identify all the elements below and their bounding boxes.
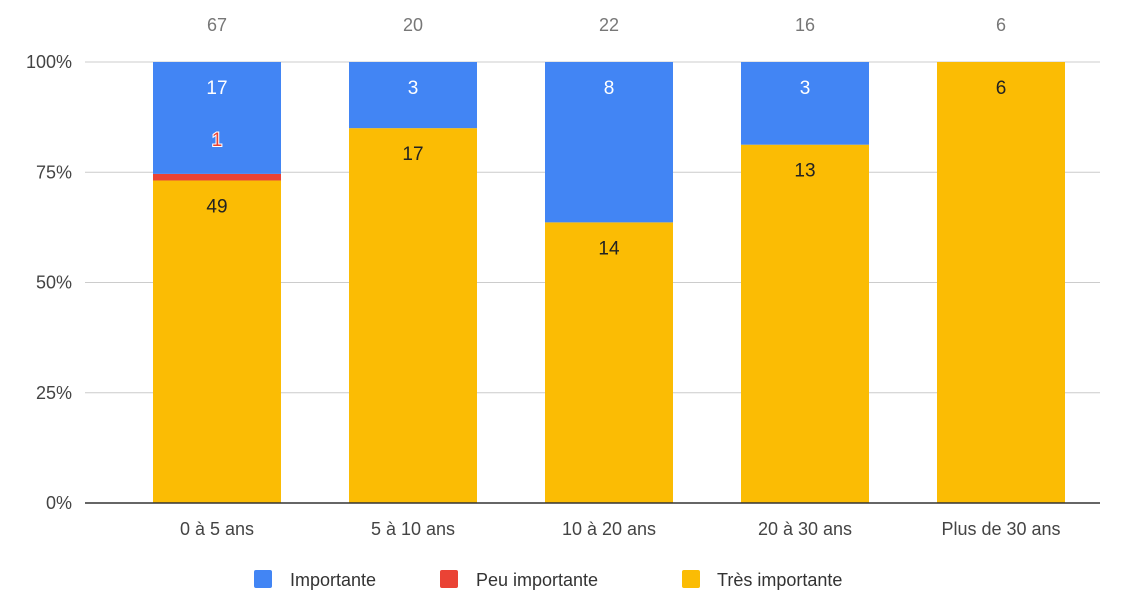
bar-tres-importante-5-a-10-ans <box>349 128 477 503</box>
bar-importante-5-a-10-ans <box>349 62 477 129</box>
y-tick-label: 0% <box>46 493 72 513</box>
bar-importante-0-a-5-ans <box>153 62 281 174</box>
x-tick-label-10-a-20-ans: 10 à 20 ans <box>562 519 656 539</box>
x-tick-label-0-a-5-ans: 0 à 5 ans <box>180 519 254 539</box>
bar-peu-importante-0-a-5-ans <box>153 173 281 181</box>
bar-tres-importante-10-a-20-ans <box>545 222 673 503</box>
legend-label-importante: Importante <box>290 570 376 590</box>
data-label-tres-importante-5-a-10-ans: 17 <box>402 144 423 165</box>
total-label-5-a-10-ans: 20 <box>403 15 423 35</box>
total-label-0-a-5-ans: 67 <box>207 15 227 35</box>
data-label-tres-importante-plus-de-30-ans: 6 <box>996 78 1007 99</box>
bar-importante-20-a-30-ans <box>741 62 869 145</box>
total-label-plus-de-30-ans: 6 <box>996 15 1006 35</box>
y-tick-label: 50% <box>36 273 72 293</box>
bars <box>153 62 1065 504</box>
data-label-importante-10-a-20-ans: 8 <box>604 78 615 99</box>
legend-label-peu-importante: Peu importante <box>476 570 598 590</box>
legend-label-tres-importante: Très importante <box>717 570 842 590</box>
bar-tres-importante-20-a-30-ans <box>741 144 869 503</box>
total-label-20-a-30-ans: 16 <box>795 15 815 35</box>
data-label-importante-20-a-30-ans: 3 <box>800 78 811 99</box>
data-label-importante-0-a-5-ans: 17 <box>206 78 227 99</box>
legend-swatch-tres-importante <box>682 570 700 588</box>
x-tick-label-20-a-30-ans: 20 à 30 ans <box>758 519 852 539</box>
bar-tres-importante-0-a-5-ans <box>153 180 281 504</box>
data-label-importante-5-a-10-ans: 3 <box>408 78 419 99</box>
legend: Importante Peu importante Très importante <box>254 570 842 590</box>
y-tick-label: 100% <box>26 52 72 72</box>
y-tick-label: 25% <box>36 383 72 403</box>
y-tick-label: 75% <box>36 162 72 182</box>
bar-importante-10-a-20-ans <box>545 62 673 223</box>
legend-swatch-peu-importante <box>440 570 458 588</box>
bar-tres-importante-plus-de-30-ans <box>937 62 1065 503</box>
x-tick-label-5-a-10-ans: 5 à 10 ans <box>371 519 455 539</box>
data-label-tres-importante-0-a-5-ans: 49 <box>206 196 227 217</box>
axes: 0% 25% 50% 75% 100% 0 à 5 ans 5 à 10 ans 10 à 2… <box>26 52 1100 539</box>
legend-swatch-importante <box>254 570 272 588</box>
data-label-tres-importante-20-a-30-ans: 13 <box>794 161 815 182</box>
data-label-tres-importante-10-a-20-ans: 14 <box>598 238 620 259</box>
x-tick-label-plus-de-30-ans: Plus de 30 ans <box>941 519 1060 539</box>
total-label-10-a-20-ans: 22 <box>599 15 619 35</box>
data-label-peu-importante-0-a-5-ans: 1 <box>212 130 223 151</box>
